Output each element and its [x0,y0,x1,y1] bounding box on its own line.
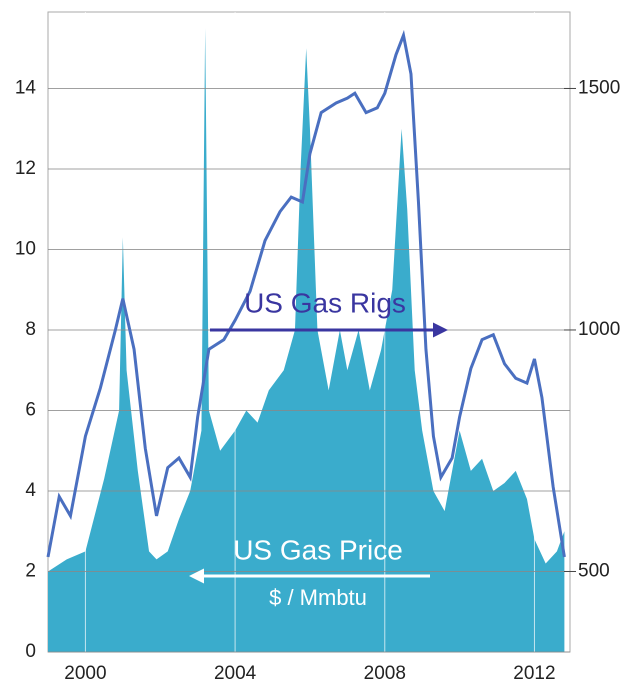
rigs-label: US Gas Rigs [244,287,406,318]
y2-tick-label: 1000 [578,319,620,340]
y-tick-label: 8 [25,319,36,340]
y-tick-label: 6 [25,400,36,421]
y-tick-label: 4 [25,480,36,501]
y2-tick-label: 500 [578,560,610,581]
price-unit: $ / Mmbtu [269,585,367,610]
y-tick-label: 2 [25,561,36,582]
y-tick-label: 0 [25,641,36,662]
price-label: US Gas Price [233,534,403,565]
rigs-line [46,29,566,558]
y-tick-label: 12 [15,158,36,179]
x-tick-label: 2008 [364,663,406,684]
x-tick-label: 2012 [513,663,555,684]
y-tick-label: 14 [15,77,37,98]
y2-tick-label: 1500 [578,77,620,98]
x-tick-label: 2004 [214,663,257,684]
x-tick-label: 2000 [64,663,106,684]
price-area [48,28,565,652]
y-tick-label: 10 [15,238,36,259]
